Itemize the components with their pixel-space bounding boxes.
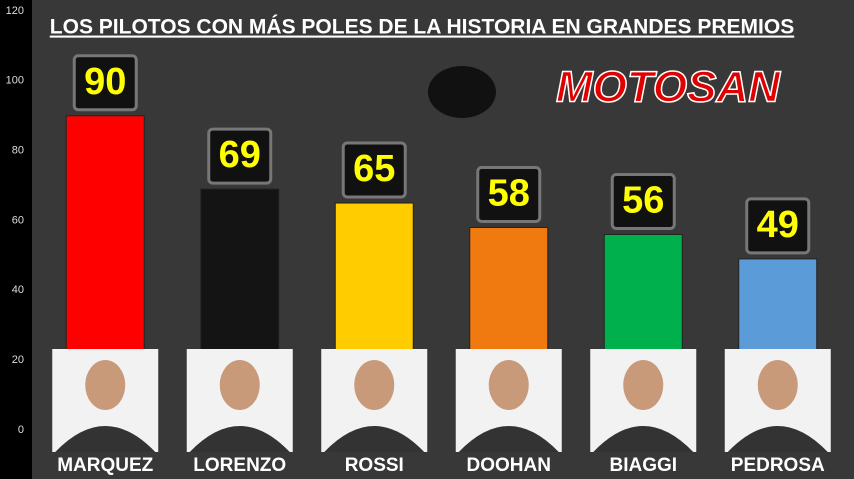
rider-shoulders xyxy=(324,426,425,452)
y-tick-label: 60 xyxy=(12,214,24,226)
rider-head xyxy=(354,360,395,410)
value-label-box xyxy=(341,141,407,199)
x-tick-label: LORENZO xyxy=(193,455,286,476)
x-tick-label: ROSSI xyxy=(345,455,404,476)
x-tick-label: MARQUEZ xyxy=(57,455,153,476)
value-label-box xyxy=(476,165,542,223)
value-label: 58 xyxy=(488,173,530,215)
rider-head xyxy=(623,360,664,410)
rider-head xyxy=(219,360,260,410)
y-tick-label: 20 xyxy=(12,354,24,366)
y-tick-label: 120 xyxy=(6,5,24,17)
rider-shoulders xyxy=(727,426,828,452)
y-tick-label: 0 xyxy=(18,424,24,436)
value-label-box xyxy=(72,54,138,112)
value-label: 65 xyxy=(353,148,395,190)
chart-title: LOS PILOTOS CON MÁS POLES DE LA HISTORIA… xyxy=(50,16,794,39)
logo-icon xyxy=(428,66,496,118)
y-tick-label: 40 xyxy=(12,284,24,296)
value-label-box xyxy=(610,172,676,230)
rider-head xyxy=(488,360,529,410)
rider-shoulders xyxy=(189,426,290,452)
value-label: 56 xyxy=(622,179,664,221)
x-tick-label: DOOHAN xyxy=(467,455,551,476)
rider-shoulders xyxy=(458,426,559,452)
rider-shoulders xyxy=(55,426,156,452)
value-label: 69 xyxy=(219,134,261,176)
value-label: 90 xyxy=(84,61,126,103)
value-label-box xyxy=(745,197,811,255)
value-label: 49 xyxy=(757,204,799,246)
rider-shoulders xyxy=(593,426,694,452)
y-tick-label: 80 xyxy=(12,145,24,157)
value-label-box xyxy=(207,127,273,185)
logo: MOTOSAN xyxy=(428,62,782,118)
rider-head xyxy=(757,360,798,410)
y-tick-label: 100 xyxy=(6,75,24,87)
rider-head xyxy=(85,360,126,410)
logo-text: MOTOSAN xyxy=(556,63,781,112)
x-tick-label: BIAGGI xyxy=(609,455,677,476)
x-tick-label: PEDROSA xyxy=(731,455,825,476)
